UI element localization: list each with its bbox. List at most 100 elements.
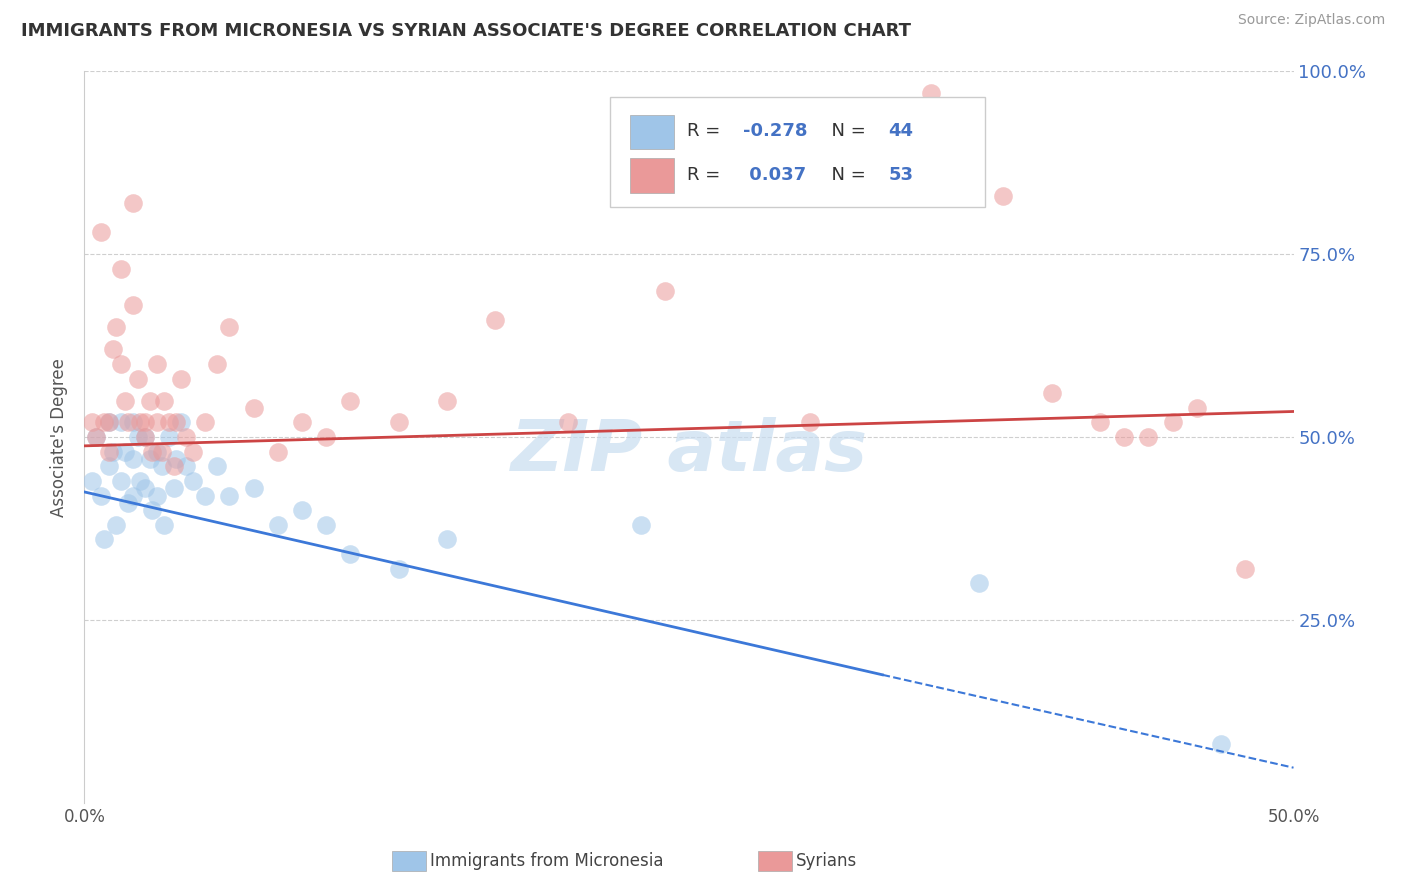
Text: 0.037: 0.037 <box>744 166 807 185</box>
Point <box>134 481 156 495</box>
Point <box>114 393 136 408</box>
Point <box>146 489 169 503</box>
Point <box>484 313 506 327</box>
Point <box>920 87 942 101</box>
Point <box>315 430 337 444</box>
FancyBboxPatch shape <box>610 97 986 207</box>
Point <box>339 393 361 408</box>
Point <box>110 416 132 430</box>
Point <box>127 430 149 444</box>
Point <box>1209 737 1232 751</box>
Point <box>141 444 163 458</box>
Point <box>174 459 197 474</box>
Point <box>170 416 193 430</box>
Point <box>97 416 120 430</box>
Point <box>127 371 149 385</box>
Point <box>121 196 143 211</box>
Point <box>80 474 103 488</box>
Point <box>110 474 132 488</box>
Text: Syrians: Syrians <box>796 852 858 870</box>
Point <box>181 444 204 458</box>
Point <box>86 430 108 444</box>
Point <box>163 481 186 495</box>
FancyBboxPatch shape <box>630 114 675 149</box>
Point <box>103 343 125 357</box>
Point <box>90 489 112 503</box>
Point <box>134 430 156 444</box>
Point <box>967 576 990 591</box>
Point <box>138 393 160 408</box>
Point <box>90 225 112 239</box>
Point <box>103 444 125 458</box>
Point <box>207 357 229 371</box>
Point <box>165 452 187 467</box>
Point <box>1114 430 1136 444</box>
Point <box>388 416 411 430</box>
Text: -0.278: -0.278 <box>744 122 808 140</box>
Point <box>117 496 139 510</box>
Point <box>110 261 132 276</box>
Point <box>134 430 156 444</box>
Point <box>267 517 290 532</box>
Point <box>121 416 143 430</box>
Point <box>174 430 197 444</box>
Point <box>153 393 176 408</box>
Point <box>129 474 152 488</box>
Point <box>121 298 143 312</box>
Text: Immigrants from Micronesia: Immigrants from Micronesia <box>430 852 664 870</box>
Point <box>121 489 143 503</box>
Text: N =: N = <box>820 122 872 140</box>
Y-axis label: Associate's Degree: Associate's Degree <box>51 358 69 516</box>
Point <box>157 416 180 430</box>
Point <box>218 320 240 334</box>
Point <box>97 416 120 430</box>
Point <box>153 517 176 532</box>
Point <box>97 444 120 458</box>
Point <box>80 416 103 430</box>
Text: R =: R = <box>686 122 725 140</box>
Point <box>1234 562 1257 576</box>
Point <box>150 444 173 458</box>
Point <box>194 489 217 503</box>
Point <box>163 459 186 474</box>
Point <box>146 357 169 371</box>
Point <box>110 357 132 371</box>
Point <box>138 452 160 467</box>
Point <box>315 517 337 532</box>
Point <box>557 416 579 430</box>
Text: 44: 44 <box>889 122 914 140</box>
Point <box>194 416 217 430</box>
Point <box>630 517 652 532</box>
Point <box>93 416 115 430</box>
Point <box>157 430 180 444</box>
Point <box>1040 386 1063 401</box>
Point <box>134 416 156 430</box>
Point <box>146 416 169 430</box>
Point <box>388 562 411 576</box>
Point <box>993 188 1015 202</box>
Point <box>117 416 139 430</box>
Point <box>436 393 458 408</box>
Point <box>104 320 127 334</box>
Point <box>181 474 204 488</box>
Point <box>1137 430 1160 444</box>
Point <box>170 371 193 385</box>
Point <box>141 503 163 517</box>
Text: 53: 53 <box>889 166 914 185</box>
Point <box>207 459 229 474</box>
Point <box>1161 416 1184 430</box>
Point <box>242 481 264 495</box>
Text: R =: R = <box>686 166 725 185</box>
Point <box>129 416 152 430</box>
Point <box>1088 416 1111 430</box>
Point <box>291 503 314 517</box>
Text: ZIP atlas: ZIP atlas <box>510 417 868 486</box>
Point <box>218 489 240 503</box>
Text: N =: N = <box>820 166 872 185</box>
Point <box>146 444 169 458</box>
Point <box>121 452 143 467</box>
Point <box>339 547 361 561</box>
Point <box>104 517 127 532</box>
Point <box>150 459 173 474</box>
Point <box>165 416 187 430</box>
